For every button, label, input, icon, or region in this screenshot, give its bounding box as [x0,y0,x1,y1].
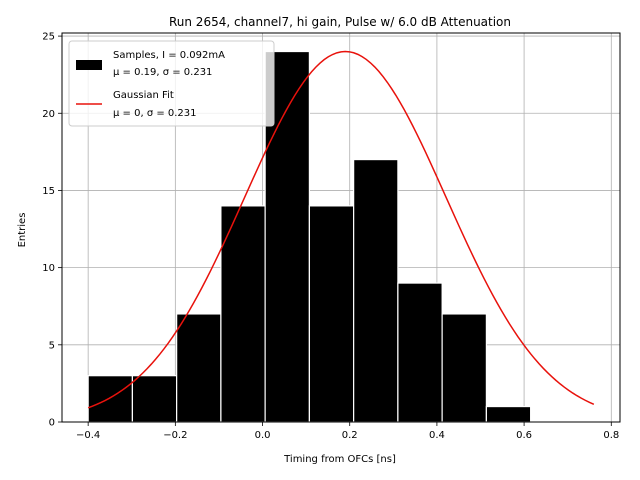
y-tick-label: 15 [42,186,55,197]
legend: Samples, I = 0.092mA μ = 0.19, σ = 0.231… [68,40,275,127]
chart-title: Run 2654, channel7, hi gain, Pulse w/ 6.… [169,15,511,29]
histogram-bar [308,205,355,423]
x-tick-label: 0.8 [603,430,619,441]
y-tick-label: 25 [42,32,55,43]
x-tick-label: 0.4 [429,430,445,441]
y-tick-label: 0 [49,418,55,429]
y-tick-label: 10 [42,263,55,274]
y-axis-label: Entries [17,213,28,248]
plot-frame [61,32,621,423]
histogram-bar [87,375,134,423]
histogram-bar [176,313,222,423]
histogram-bar [397,282,443,423]
legend-fit-stats: μ = 0, σ = 0.231 [113,108,197,119]
legend-fit-label: Gaussian Fit [113,90,174,101]
histogram-bar [131,375,178,423]
x-tick-label: 0.2 [342,430,358,441]
x-tick-label: 0.0 [255,430,271,441]
legend-samples-swatch [76,60,102,70]
x-axis-label: Timing from OFCs [ns] [283,454,396,465]
y-axis: 0 5 10 15 20 25 [42,32,62,429]
x-tick-label: −0.4 [76,430,100,441]
histogram-bar [220,205,266,423]
histogram-bar [485,405,532,423]
gaussian-fit-line [87,50,595,409]
histogram-bar [353,158,399,423]
x-tick-label: 0.6 [516,430,532,441]
x-axis: −0.4 −0.2 0.0 0.2 0.4 0.6 0.8 [76,422,619,441]
legend-samples-stats: μ = 0.19, σ = 0.231 [113,67,212,78]
y-tick-label: 5 [49,340,55,351]
y-tick-label: 20 [42,109,55,120]
legend-box [68,40,275,127]
x-tick-label: −0.2 [163,430,187,441]
histogram-bar [441,313,487,423]
legend-samples-label: Samples, I = 0.092mA [113,50,225,61]
